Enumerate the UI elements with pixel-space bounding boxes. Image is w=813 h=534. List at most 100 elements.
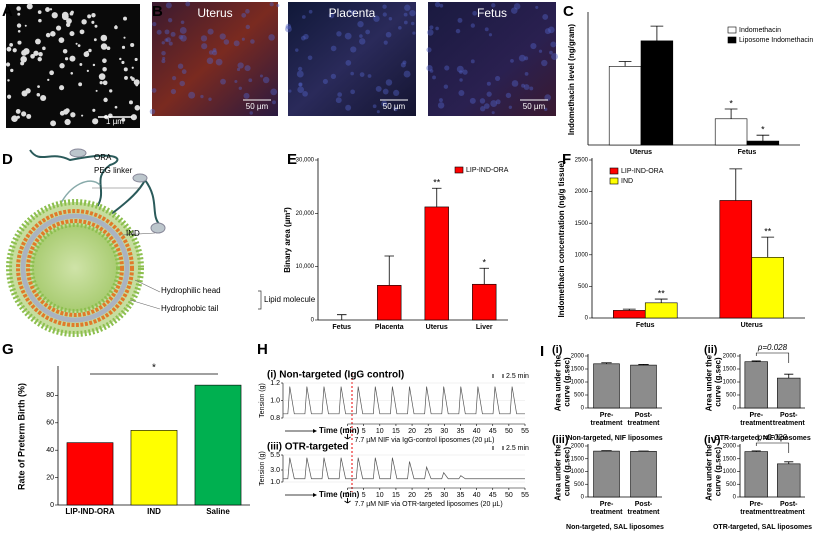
nucleus bbox=[435, 26, 439, 31]
particle bbox=[5, 62, 11, 67]
nucleus bbox=[172, 76, 177, 81]
y-tick-label: 1.0 bbox=[270, 479, 280, 486]
particle bbox=[134, 104, 141, 111]
particle bbox=[64, 57, 69, 61]
significance: * bbox=[729, 98, 733, 108]
legend-label: IND bbox=[621, 178, 633, 185]
nucleus bbox=[308, 9, 313, 14]
legend-label: Indomethacin bbox=[739, 27, 781, 34]
bar bbox=[744, 361, 768, 409]
nucleus bbox=[345, 104, 352, 111]
particle bbox=[130, 76, 133, 79]
particle bbox=[51, 12, 58, 19]
nucleus bbox=[373, 15, 380, 22]
particle bbox=[21, 111, 27, 117]
nucleus bbox=[402, 60, 407, 65]
particle bbox=[23, 48, 30, 55]
nucleus bbox=[307, 55, 313, 61]
x-tick-label: 55 bbox=[521, 428, 529, 435]
particle bbox=[94, 24, 98, 28]
nucleus bbox=[181, 69, 187, 75]
nucleus bbox=[185, 1, 191, 7]
y-tick-label: 0.8 bbox=[270, 415, 280, 422]
nucleus bbox=[491, 3, 496, 8]
y-tick-label: 30,000 bbox=[296, 158, 315, 164]
x-tick-label: 45 bbox=[489, 492, 497, 499]
nucleus bbox=[426, 47, 432, 53]
y-axis-label: Binary area (µm²) bbox=[283, 207, 292, 273]
particle bbox=[123, 67, 128, 72]
particle bbox=[17, 12, 21, 16]
y-tick-label: 1.2 bbox=[270, 380, 280, 387]
y-axis-label: Area under the curve (g.sec) bbox=[705, 353, 723, 412]
x-tick-label: 30 bbox=[440, 428, 448, 435]
y-tick-label: 0 bbox=[585, 316, 589, 322]
nucleus bbox=[165, 37, 171, 43]
particle bbox=[87, 14, 92, 19]
x-tick-label: Uterus bbox=[426, 324, 448, 331]
y-axis-label: Indomethacin level (ng/gram) bbox=[567, 24, 576, 135]
nucleus bbox=[535, 5, 539, 9]
x-tick-label: Post-treatment bbox=[628, 501, 661, 516]
particle bbox=[36, 93, 41, 97]
nucleus bbox=[443, 84, 449, 89]
nucleus bbox=[372, 104, 377, 109]
nucleus bbox=[178, 34, 184, 40]
bar bbox=[130, 430, 178, 506]
particle bbox=[70, 72, 74, 75]
nucleus bbox=[149, 108, 156, 115]
nucleus bbox=[212, 50, 218, 56]
legend-swatch bbox=[609, 167, 619, 175]
panel-label: D bbox=[2, 151, 13, 168]
particle bbox=[79, 63, 83, 66]
diagram-label: Hydrophilic head bbox=[161, 286, 221, 295]
nucleus bbox=[179, 80, 186, 87]
nucleus bbox=[300, 35, 306, 41]
diagram-label: PEG linker bbox=[94, 166, 133, 175]
liposome-chains bbox=[6, 148, 262, 337]
y-tick-label: 1.0 bbox=[270, 397, 280, 404]
particle bbox=[121, 60, 125, 65]
nucleus bbox=[357, 20, 364, 28]
particle bbox=[21, 90, 28, 97]
bar bbox=[751, 257, 785, 319]
p-value: p=0.028 bbox=[757, 343, 788, 352]
x-axis-label: Time (min) bbox=[319, 490, 360, 499]
nucleus bbox=[382, 88, 389, 95]
y-axis-label: Area under the curve (g.sec) bbox=[554, 442, 572, 501]
particle bbox=[61, 11, 69, 19]
particle bbox=[131, 66, 134, 69]
legend-swatch bbox=[454, 166, 464, 174]
particle bbox=[69, 55, 76, 62]
nucleus bbox=[411, 21, 415, 26]
nucleus bbox=[180, 20, 185, 25]
x-tick-label: Uterus bbox=[630, 149, 652, 156]
subplot-title: (iii) OTR-targeted bbox=[267, 442, 349, 453]
particle bbox=[7, 79, 10, 82]
particle bbox=[16, 23, 22, 28]
x-tick-label: 10 bbox=[376, 428, 384, 435]
y-tick-label: 80 bbox=[46, 392, 54, 399]
nucleus bbox=[201, 43, 208, 50]
particle bbox=[30, 53, 35, 59]
nucleus bbox=[207, 28, 214, 35]
particle bbox=[37, 85, 40, 89]
particle bbox=[45, 32, 51, 38]
nucleus bbox=[365, 29, 371, 35]
x-tick-label: 15 bbox=[392, 428, 400, 435]
particle bbox=[81, 19, 87, 25]
particle bbox=[50, 120, 57, 127]
nucleus bbox=[490, 100, 498, 107]
diagram-label: ORA bbox=[94, 153, 112, 162]
nucleus bbox=[241, 12, 247, 18]
image bbox=[428, 2, 556, 116]
particle bbox=[70, 112, 76, 118]
bar bbox=[719, 200, 753, 319]
nucleus bbox=[398, 26, 402, 30]
error-bar bbox=[650, 25, 664, 41]
nucleus bbox=[241, 37, 245, 41]
significance: * bbox=[761, 125, 765, 135]
particle bbox=[20, 56, 27, 63]
y-tick-label: 20 bbox=[46, 474, 54, 481]
nucleus bbox=[234, 79, 238, 84]
